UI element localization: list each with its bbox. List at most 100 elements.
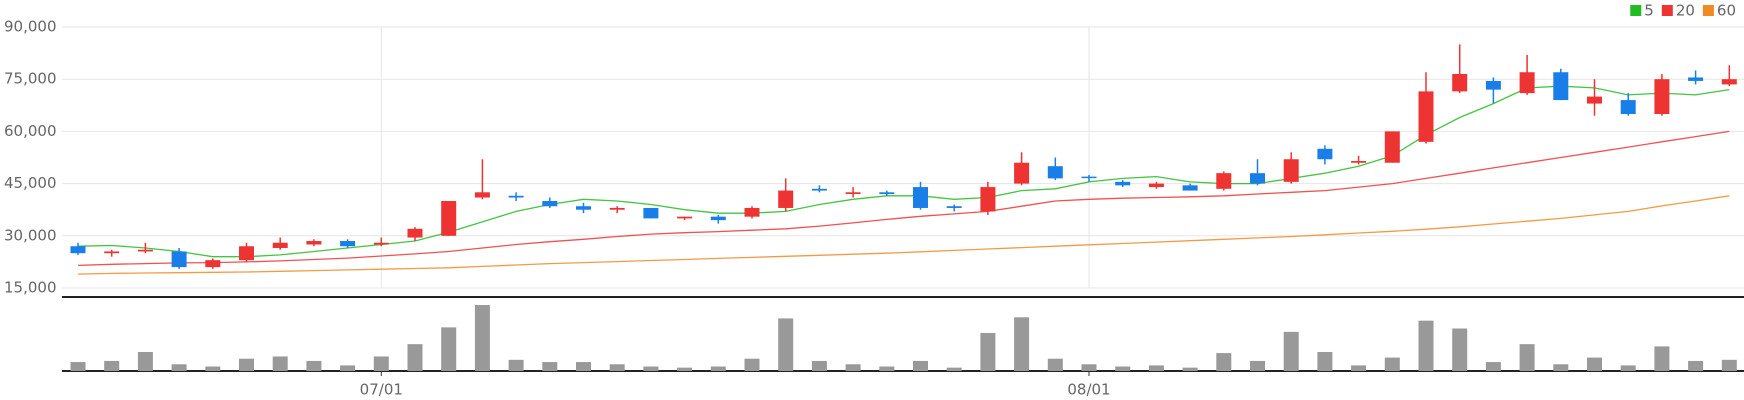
volume-bar (1452, 328, 1468, 371)
candle-body (1047, 166, 1063, 179)
volume-bar (373, 356, 389, 371)
candle-body (1182, 185, 1198, 191)
volume-bar (1115, 366, 1131, 371)
volume-bar (1317, 351, 1333, 371)
candle-body (1384, 131, 1400, 163)
candle-body (677, 216, 693, 219)
legend-swatch (1702, 5, 1714, 16)
volume-bar (1620, 365, 1636, 371)
volume-bar (340, 365, 356, 371)
candle-body (913, 187, 928, 208)
volume-bar (879, 366, 895, 371)
volume-bar (1587, 357, 1602, 371)
volume-bar (609, 364, 625, 371)
candle-body (205, 260, 221, 268)
volume-bar (474, 305, 490, 371)
candle-body (879, 192, 895, 195)
volume-bar (407, 344, 423, 371)
moving-average-line (77, 85, 1730, 258)
volume-bar (1688, 360, 1704, 371)
candle-body (171, 251, 187, 268)
candle-body (1216, 173, 1232, 189)
y-tick-label: 75,000 (4, 70, 57, 88)
candle-body (340, 241, 356, 247)
volume-bar (272, 356, 288, 371)
candle-body (1351, 160, 1367, 163)
candle-body (811, 188, 827, 191)
volume-bar (710, 366, 726, 371)
moving-average-line (77, 195, 1730, 275)
y-tick-label: 15,000 (4, 279, 57, 297)
candle-body (980, 187, 996, 212)
candle-body (778, 190, 794, 208)
volume-bar (1485, 362, 1501, 371)
volume-bar (811, 360, 827, 371)
candle-body (306, 241, 322, 245)
volume-bar (913, 360, 928, 371)
candle-body (104, 251, 120, 254)
volume-bar (137, 351, 153, 371)
volume-bar (171, 364, 187, 371)
candle-body (373, 242, 389, 245)
candle-body (710, 216, 726, 221)
legend-swatch (1661, 5, 1673, 16)
candle-body (1250, 173, 1265, 184)
volume-bar (1216, 353, 1232, 371)
y-tick-label: 90,000 (4, 18, 57, 36)
legend-label: 60 (1717, 2, 1736, 20)
volume-bar (677, 367, 693, 371)
volume-bar (744, 358, 760, 371)
volume-bar (542, 362, 558, 371)
candle-body (272, 242, 288, 248)
candle-body (1654, 79, 1670, 114)
candle-body (1283, 159, 1299, 182)
candle-body (1115, 181, 1131, 186)
volume-bar (1384, 357, 1400, 371)
volume-bar (1148, 365, 1164, 371)
volume-bar (778, 318, 794, 371)
candle-body (239, 246, 254, 261)
candle-body (1519, 72, 1535, 94)
x-tick-label: 07/01 (360, 381, 403, 399)
candle-body (643, 207, 659, 219)
candle-body (1721, 79, 1737, 85)
y-tick-label: 45,000 (4, 174, 57, 192)
candle-body (1587, 96, 1602, 104)
candle-body (542, 201, 558, 207)
volume-bar (1418, 320, 1434, 371)
volume-bar (980, 332, 996, 371)
candle-body (441, 201, 457, 236)
legend-label: 20 (1676, 2, 1695, 20)
volume-bar (239, 358, 254, 371)
candle-body (407, 228, 423, 238)
volume-bar (1553, 364, 1569, 371)
candle-body (744, 207, 760, 217)
volume-bar (205, 366, 221, 371)
x-tick-label: 08/01 (1067, 381, 1110, 399)
volume-bar (104, 360, 120, 371)
y-tick-label: 30,000 (4, 226, 57, 244)
volume-bar (1721, 359, 1737, 371)
candle-body (70, 246, 86, 254)
volume-bar (1250, 360, 1265, 371)
volume-bar (845, 364, 861, 371)
candle-body (1317, 148, 1333, 160)
volume-bar (1654, 346, 1670, 371)
legend-swatch (1630, 5, 1642, 16)
volume-bar (576, 362, 591, 371)
volume-bar (1351, 365, 1367, 371)
candle-body (474, 192, 490, 198)
volume-bar (1081, 364, 1097, 371)
candle-body (609, 207, 625, 210)
volume-bar (1182, 367, 1198, 371)
candle-body (1452, 73, 1468, 92)
volume-bar (1283, 331, 1299, 371)
volume-bar (1014, 317, 1030, 371)
volume-bar (70, 362, 86, 371)
candle-body (946, 206, 962, 208)
candle-body (1553, 72, 1569, 101)
volume-bar (306, 360, 322, 371)
volume-bar (643, 366, 659, 371)
candle-body (1014, 162, 1030, 184)
